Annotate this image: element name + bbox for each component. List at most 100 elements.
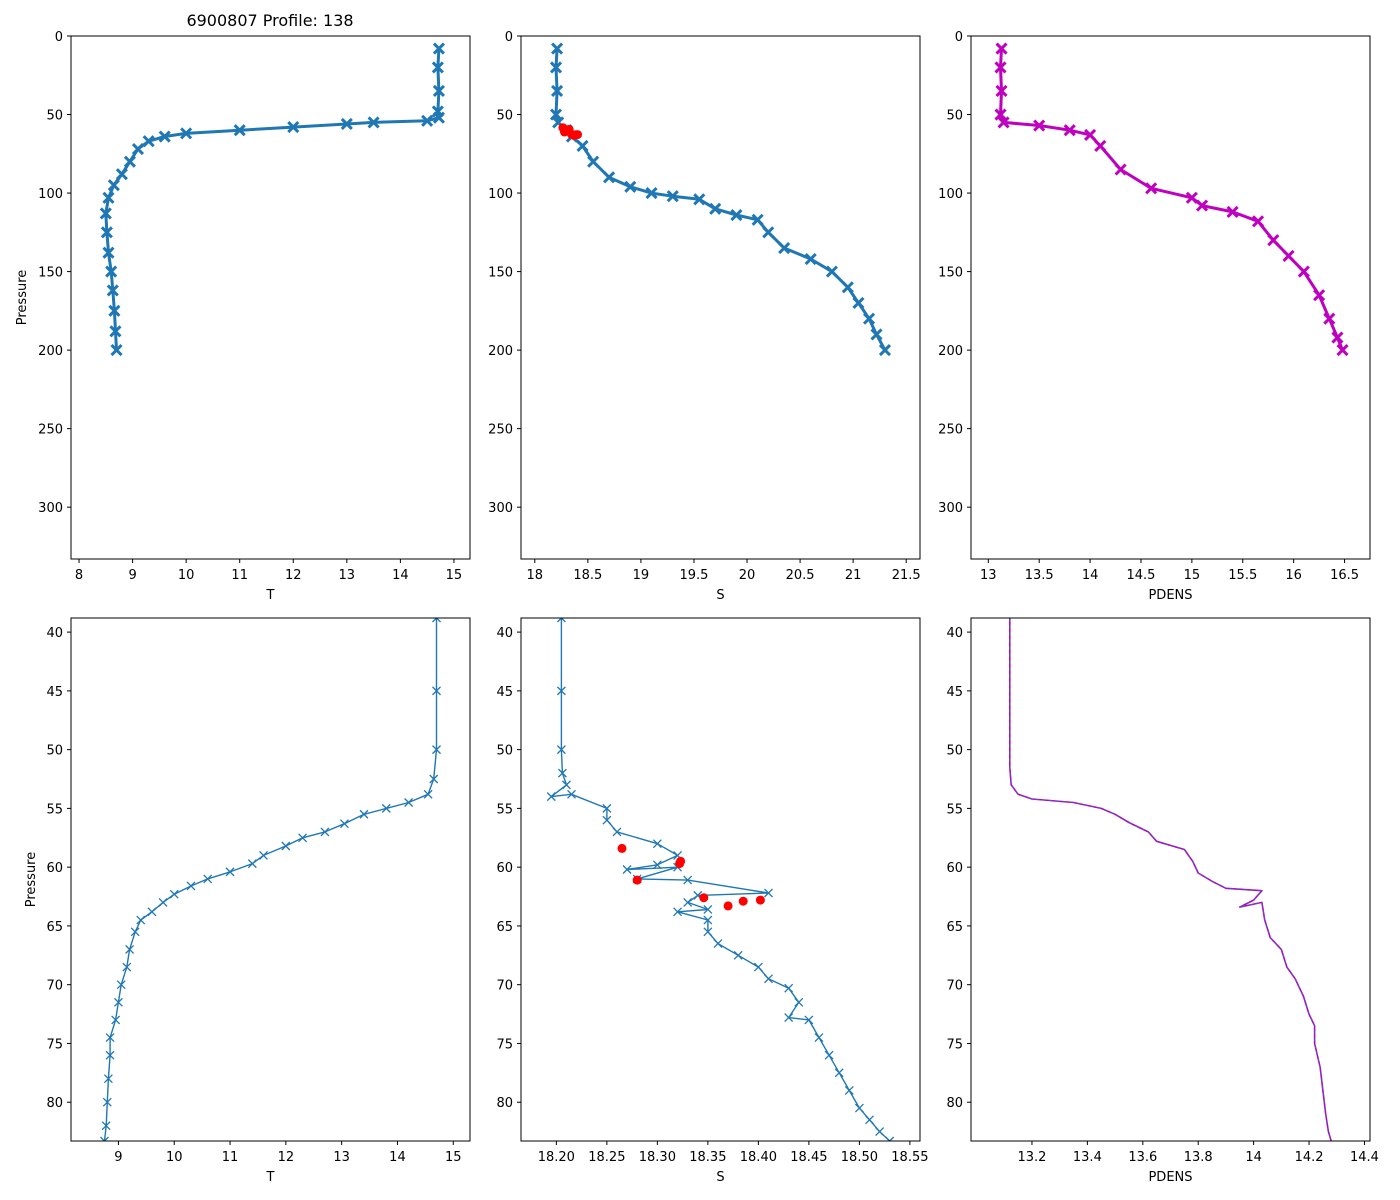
bottom-temperature-point-6 xyxy=(381,803,391,813)
bottom-temperature-point-7 xyxy=(359,809,369,819)
top-temperature-ytick-label-5: 250 xyxy=(38,423,63,438)
top-density-point-18 xyxy=(1313,289,1326,302)
top-temperature-point-15 xyxy=(115,168,128,181)
top-density-xtick-label-5: 15.5 xyxy=(1228,568,1257,583)
bottom-salinity-xtick-label-5: 18.45 xyxy=(790,1150,827,1165)
top-temperature-point-21 xyxy=(105,265,118,278)
top-salinity-point-17 xyxy=(762,226,775,239)
top-density-ytick-label-6: 300 xyxy=(938,501,963,516)
top-salinity-point-7 xyxy=(576,139,589,153)
top-density-xtick-label-3: 14.5 xyxy=(1127,568,1156,583)
top-density-xlabel: PDENS xyxy=(1148,588,1192,603)
bottom-temperature-ytick-label-5: 65 xyxy=(46,920,63,935)
top-density-point-5 xyxy=(1033,119,1046,132)
top-temperature-xtick-label-4: 12 xyxy=(285,568,302,583)
top-density-point-16 xyxy=(1282,249,1295,262)
top-temperature-point-25 xyxy=(110,344,123,357)
bottom-temperature-ytick-label-4: 60 xyxy=(46,861,63,876)
bottom-density-series-overlay xyxy=(1009,618,1332,1141)
bottom-density-ytick-label-6: 70 xyxy=(946,979,963,994)
top-salinity-ytick-label-0: 0 xyxy=(505,30,513,45)
bottom-temperature-point-27 xyxy=(105,1033,115,1043)
top-temperature-xlabel: T xyxy=(266,588,275,603)
top-density-point-17 xyxy=(1297,265,1310,278)
bottom-salinity-point-30 xyxy=(784,1013,794,1023)
bottom-salinity-point-10 xyxy=(652,839,662,849)
top-temperature-frame xyxy=(70,35,471,560)
bottom-density-ytick-label-0: 40 xyxy=(946,626,963,641)
top-density-point-0 xyxy=(995,42,1008,55)
top-salinity-ytick-label-2: 100 xyxy=(488,187,513,202)
bottom-salinity-ytick-label-3: 55 xyxy=(496,802,513,817)
top-temperature-point-7 xyxy=(340,117,353,131)
top-salinity-ytick-label-6: 300 xyxy=(488,501,513,516)
top-temperature-point-9 xyxy=(233,124,246,137)
bottom-temperature-point-10 xyxy=(298,833,308,843)
bottom-salinity-plot-area xyxy=(546,618,895,1141)
top-density-xtick-label-7: 16.5 xyxy=(1330,568,1359,583)
bottom-temperature-panel: 9 10 11 12 13 14 15 40 45 50 55 60 65 70 75 80 T Pressure xyxy=(24,617,471,1185)
bottom-salinity-flagged-point-0 xyxy=(617,843,627,853)
top-density-point-4 xyxy=(997,116,1010,129)
bottom-salinity-flagged-point-6 xyxy=(738,896,748,906)
top-salinity-point-20 xyxy=(825,265,838,278)
top-salinity-xtick-label-5: 20.5 xyxy=(786,568,815,583)
bottom-temperature-point-28 xyxy=(105,1050,115,1060)
bottom-salinity-ytick-label-1: 45 xyxy=(496,685,513,700)
top-temperature-point-23 xyxy=(108,304,121,317)
bottom-salinity-ytick-label-8: 80 xyxy=(496,1096,513,1111)
bottom-density-ytick-label-3: 55 xyxy=(946,802,963,817)
bottom-salinity-point-12 xyxy=(652,860,662,870)
bottom-salinity-point-20 xyxy=(703,905,713,914)
top-density-ytick-label-3: 150 xyxy=(938,266,963,281)
top-temperature-point-2 xyxy=(432,84,445,98)
top-density-plot-area xyxy=(994,42,1349,357)
top-salinity-xtick-label-4: 20 xyxy=(739,568,756,583)
top-density-ytick-label-1: 50 xyxy=(946,109,963,124)
top-density-ytick-label-5: 250 xyxy=(938,423,963,438)
top-density-panel: 13 13.5 14 14.5 15 15.5 16 16.5 0 50 100 150 200 250 3… xyxy=(938,30,1371,603)
top-salinity-xtick-label-3: 19.5 xyxy=(679,568,708,583)
bottom-salinity-ytick-label-0: 40 xyxy=(496,626,513,641)
bottom-temperature-ytick-label-1: 45 xyxy=(46,685,63,700)
bottom-salinity-frame xyxy=(520,617,921,1142)
top-salinity-point-25 xyxy=(878,344,892,357)
bottom-temperature-plot-area xyxy=(100,618,441,1141)
bottom-density-ytick-label-5: 65 xyxy=(946,920,963,935)
bottom-salinity-point-35 xyxy=(844,1086,854,1095)
bottom-temperature-xtick-label-4: 13 xyxy=(333,1150,350,1165)
bottom-salinity-point-19 xyxy=(683,897,693,907)
top-temperature-xtick-label-0: 8 xyxy=(75,568,83,583)
top-temperature-xtick-label-7: 15 xyxy=(446,568,463,583)
top-temperature-point-19 xyxy=(100,226,113,239)
bottom-salinity-flagged-point-5 xyxy=(723,901,733,911)
bottom-salinity-point-3 xyxy=(557,768,567,778)
top-density-point-14 xyxy=(1251,215,1265,228)
top-density-ytick-label-2: 100 xyxy=(938,187,963,202)
bottom-salinity-point-28 xyxy=(784,983,794,993)
bottom-temperature-point-17 xyxy=(169,889,179,899)
bottom-salinity-point-22 xyxy=(703,915,713,925)
bottom-salinity-point-23 xyxy=(703,927,713,937)
top-salinity-point-21 xyxy=(841,281,854,294)
bottom-density-ytick-label-1: 45 xyxy=(946,685,963,700)
top-density-point-19 xyxy=(1323,312,1336,325)
top-temperature-panel: 8 9 10 11 12 13 14 15050100150200250300TPressur… xyxy=(15,30,471,603)
top-salinity-point-1 xyxy=(549,61,563,74)
bottom-density-xtick-label-4: 14 xyxy=(1245,1150,1262,1165)
top-density-ytick-label-4: 200 xyxy=(938,344,963,359)
bottom-salinity-series-line xyxy=(550,618,891,1141)
top-temperature-plot-area xyxy=(99,42,445,357)
bottom-temperature-point-4 xyxy=(423,789,433,799)
bottom-temperature-point-2 xyxy=(432,745,441,755)
bottom-temperature-point-11 xyxy=(281,841,291,851)
bottom-density-panel: 13.2 13.4 13.6 13.8 14 14.2 14.4 40 45 50 55 60 65 70… xyxy=(946,617,1379,1185)
top-temperature-point-8 xyxy=(287,121,300,134)
bottom-salinity-ytick-label-4: 60 xyxy=(496,861,513,876)
top-salinity-panel: 18 18.5 19 19.5 20 20.5 21 21.5 0 50 100 150 200 250 3… xyxy=(488,30,921,603)
bottom-temperature-point-25 xyxy=(113,997,123,1007)
top-salinity-point-8 xyxy=(587,155,600,168)
bottom-density-xtick-label-6: 14.4 xyxy=(1350,1150,1379,1165)
top-temperature-ylabel: Pressure xyxy=(15,270,30,326)
top-salinity-xlabel: S xyxy=(716,588,724,603)
